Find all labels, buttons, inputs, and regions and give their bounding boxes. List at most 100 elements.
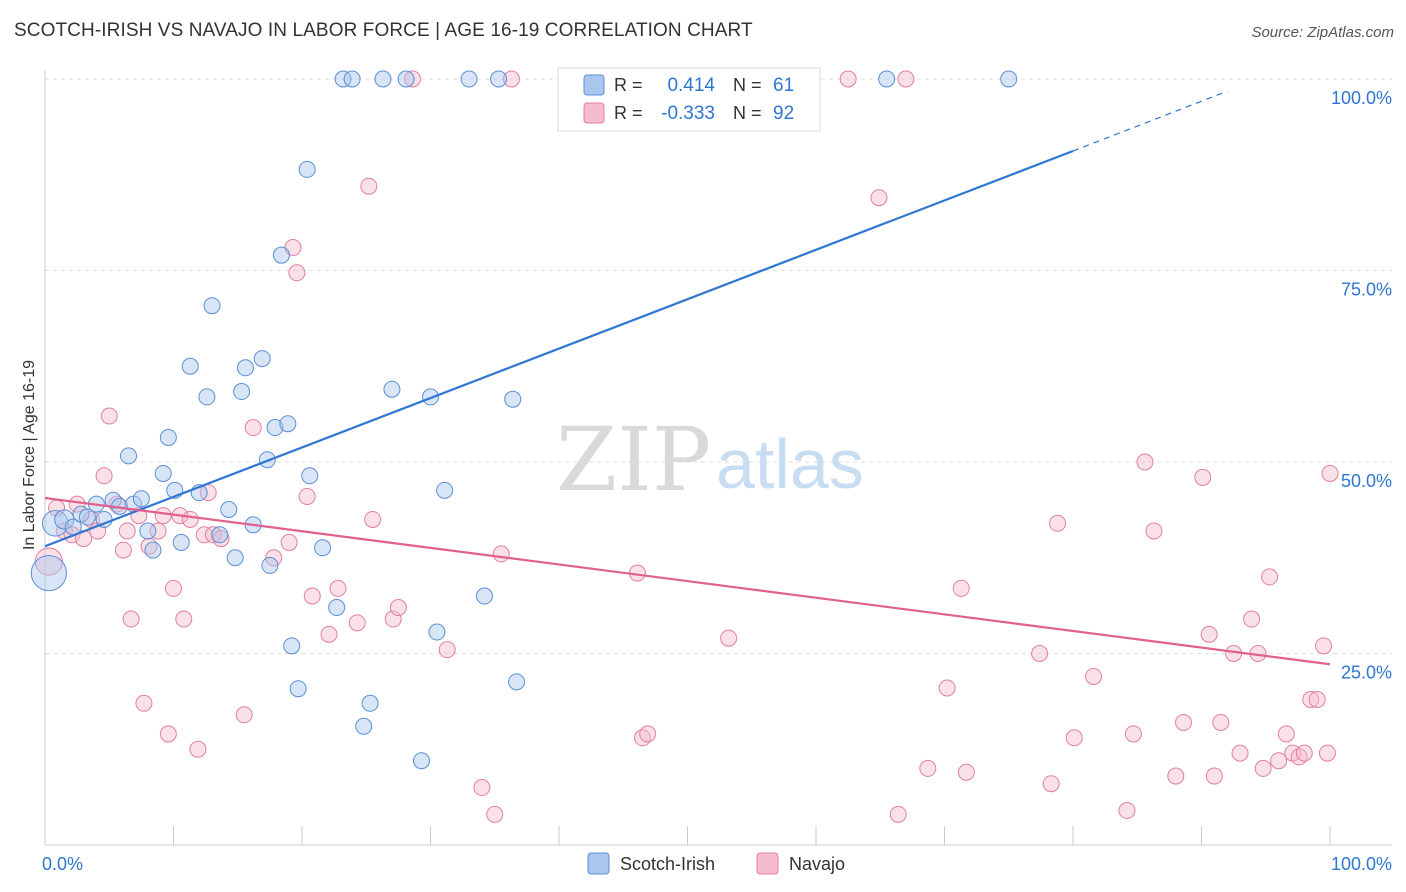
point-navajo [502,70,520,88]
point-navajo [839,70,857,88]
point-scotch-irish [374,70,392,88]
point-scotch-irish [490,70,508,88]
point-navajo [438,641,456,659]
data-points [30,70,1339,823]
point-scotch-irish [154,464,172,482]
point-navajo [1118,802,1136,820]
x-tick-label: 100.0% [1331,854,1392,874]
legend-r-value-scotch-irish: 0.414 [667,75,715,96]
point-scotch-irish [504,390,522,408]
point-scotch-irish [298,160,316,178]
point-scotch-irish [159,428,177,446]
point-navajo [870,189,888,207]
point-navajo [298,487,316,505]
point-scotch-irish [289,680,307,698]
point-navajo [118,522,136,540]
point-navajo [957,763,975,781]
legend-n-label-navajo: N = [733,103,762,123]
point-navajo [154,507,172,525]
stats-legend: R = 0.414 N = 61 R = -0.333 N = 92 [557,67,821,132]
point-scotch-irish [266,419,284,437]
point-scotch-irish [144,541,162,559]
point-navajo [288,264,306,282]
y-tick-label: 100.0% [1331,88,1392,108]
point-scotch-irish [253,350,271,368]
point-navajo [486,805,504,823]
point-scotch-irish [236,359,254,377]
point-scotch-irish [428,623,446,641]
point-navajo [1302,690,1320,708]
point-navajo [897,70,915,88]
point-scotch-irish [198,388,216,406]
point-navajo [303,587,321,605]
point-navajo [95,467,113,485]
point-scotch-irish [132,490,150,508]
point-navajo [364,510,382,528]
point-navajo [1318,744,1336,762]
point-navajo [639,725,657,743]
point-navajo [720,629,738,647]
point-navajo [195,526,213,544]
point-navajo [889,805,907,823]
point-scotch-irish [203,297,221,315]
point-navajo [320,625,338,643]
y-tick-label: 25.0% [1341,663,1392,683]
point-navajo [1243,610,1261,628]
point-scotch-irish [181,357,199,375]
trend-line-navajo [44,496,1331,666]
point-navajo [1194,468,1212,486]
point-scotch-irish [139,522,157,540]
legend-n-label-scotch-irish: N = [733,75,762,95]
point-navajo [492,545,510,563]
point-navajo [919,759,937,777]
point-scotch-irish [172,533,190,551]
point-navajo [1205,767,1223,785]
point-navajo [389,599,407,617]
point-scotch-irish [104,491,122,509]
point-scotch-irish [508,673,526,691]
point-navajo [952,579,970,597]
point-scotch-irish [436,481,454,499]
point-navajo [114,541,132,559]
bottom-legend-label-scotch-irish: Scotch-Irish [620,854,715,874]
point-scotch-irish [460,70,478,88]
point-navajo [1042,775,1060,793]
point-navajo [1167,767,1185,785]
point-navajo [149,522,167,540]
series-legend: Scotch-Irish Navajo [587,852,845,875]
legend-r-label-scotch-irish: R = [614,75,643,95]
y-axis-label-group: In Labor Force | Age 16-19 [21,360,38,550]
point-navajo [1308,690,1326,708]
watermark-atlas: atlas [716,425,864,503]
chart-title: SCOTCH-IRISH VS NAVAJO IN LABOR FORCE | … [14,20,753,41]
legend-n-value-navajo: 92 [773,103,794,124]
legend-swatch-scotch-irish [583,74,605,96]
point-navajo [189,740,207,758]
watermark: ZIP atlas [556,408,864,511]
point-navajo [1315,637,1333,655]
legend-swatch-navajo [583,102,605,124]
point-navajo [244,419,262,437]
point-scotch-irish [78,508,96,526]
point-navajo [938,679,956,697]
point-scotch-irish [220,500,238,518]
bottom-legend-swatch-scotch-irish [587,852,610,875]
point-scotch-irish [878,70,896,88]
bottom-legend-swatch-navajo [756,852,779,875]
point-scotch-irish [120,447,138,465]
point-navajo [175,610,193,628]
axes: 0.0% 100.0% 100.0% 75.0% 50.0% 25.0% [42,70,1392,874]
point-navajo [165,579,182,597]
point-navajo [348,614,366,632]
point-navajo [122,610,140,628]
point-scotch-irish [279,415,297,433]
point-scotch-irish [226,549,244,567]
y-tick-label: 50.0% [1341,471,1392,491]
point-navajo [360,177,378,195]
point-navajo [1261,568,1279,586]
point-navajo [135,694,153,712]
point-navajo [265,549,283,567]
point-scotch-irish [211,526,229,544]
x-tick-label: 0.0% [42,854,83,874]
